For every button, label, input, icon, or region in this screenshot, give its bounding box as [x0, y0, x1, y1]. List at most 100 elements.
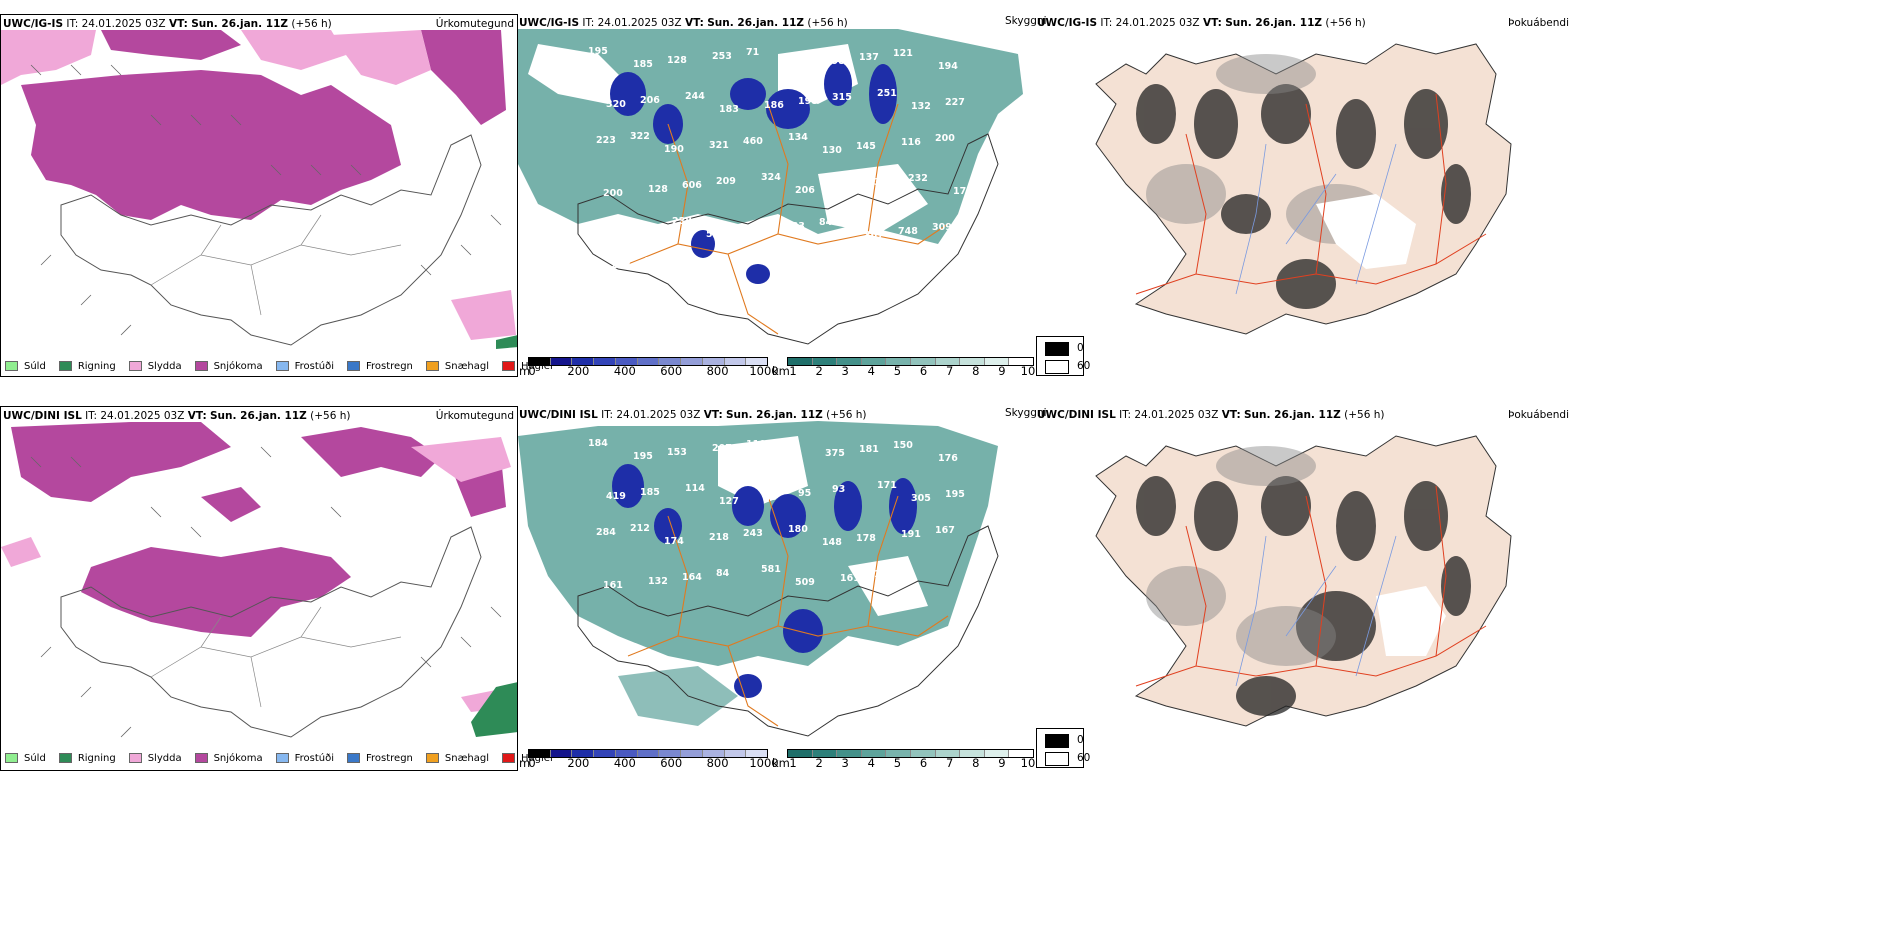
colorbar-tick: 3 [841, 756, 849, 770]
vt-label: VT: [168, 18, 188, 30]
colorbar-segment [886, 358, 911, 365]
colorbar-segment [812, 750, 838, 757]
vt-value: Sun. 26.jan. 11Z [1225, 17, 1323, 29]
lead-time: (+56 h) [807, 17, 848, 29]
ceiling-labels: 195 185 128 253 71 165 298 137 121 194 320 206 244 18… [588, 46, 973, 271]
ceiling-label: 167 [740, 225, 760, 236]
ceiling-label: 232 [908, 173, 928, 184]
ceiling-label: 187 [627, 220, 647, 231]
legend-label: Snjókoma [213, 360, 263, 372]
legend-label: Rigning [77, 360, 116, 372]
legend-swatch [128, 361, 142, 371]
fog-legend-label: 0 [1077, 734, 1084, 746]
vt-label: VT: [187, 410, 207, 422]
ceiling-label: 171 [953, 186, 973, 197]
ceiling-label: 185 [633, 59, 653, 70]
colorbar-segment [861, 358, 887, 365]
ceiling-label: 165 [780, 60, 800, 71]
ceiling-label: 324 [761, 172, 781, 183]
ceiling-label: 95 [798, 488, 811, 499]
it-label: IT: [1100, 17, 1113, 29]
colorbar-tick: 7 [945, 756, 954, 770]
ceiling-label: 174 [664, 536, 684, 547]
model-name: UWC/DINI ISL [519, 409, 598, 421]
colorbar-tick: 1000 [749, 756, 779, 770]
ceiling-label: 305 [911, 493, 931, 504]
roads [627, 103, 949, 335]
legend-label: Snjókoma [213, 752, 263, 764]
ceiling-label: 200 [935, 133, 955, 144]
visibility-map-top: 195 185 128 253 71 165 298 137 121 194 320 206 244 18… [518, 29, 1023, 345]
fog-clear [1376, 586, 1446, 656]
ceiling-label: 178 [856, 533, 876, 544]
ceiling-label: 114 [685, 483, 705, 494]
legend-swatch [347, 753, 360, 763]
fog-legend-swatch [1045, 342, 1069, 356]
ceiling-label: 375 [825, 448, 845, 459]
colorbar-segment [1009, 358, 1033, 365]
colorbar-tick: 800 [706, 364, 729, 378]
colorbar-tick: 600 [660, 756, 683, 770]
ceiling-label: 200 [593, 224, 613, 235]
legend-item: Frostúði [275, 753, 334, 764]
rain-area [471, 682, 517, 737]
colorbar-segment [724, 750, 747, 757]
ceiling-label: 213 [611, 260, 631, 271]
it-label: IT: [582, 17, 595, 29]
colorbar-segment [935, 750, 961, 757]
legend-label: Snæhagl [444, 752, 490, 764]
ceiling-label: 505 [706, 229, 726, 240]
ceiling-label: 181 [859, 444, 879, 455]
legend-label: Súld [24, 752, 46, 764]
ceiling-label: 190 [664, 144, 684, 155]
colorbar-segment [837, 358, 862, 365]
ceiling-label: 186 [764, 100, 784, 111]
ceiling-unit: m [519, 756, 531, 770]
ceiling-ticks: 0 200 400 600 800 1000 [528, 756, 778, 770]
model-name: UWC/IG-IS [1037, 17, 1098, 29]
snow-area [421, 30, 506, 125]
ceiling-label: 132 [911, 101, 931, 112]
low-vis-area [618, 666, 738, 726]
ceiling-label: 195 [588, 46, 608, 57]
vt-label: VT: [684, 17, 704, 29]
colorbar-segment [702, 750, 725, 757]
ceiling-label: 150 [893, 440, 913, 451]
colorbar-tick: 9 [998, 756, 1006, 770]
visibility-map-bottom: 184 195 153 207 110 254 375 181 150 176 419 185 114 1… [518, 421, 999, 737]
fog-map-bottom [1095, 435, 1512, 727]
colorbar-tick: 0 [528, 756, 536, 770]
legend-swatch [194, 753, 208, 763]
colorbar-segment [886, 750, 911, 757]
lead-time: (+56 h) [1325, 17, 1366, 29]
fog-legend: 0 60 [1036, 728, 1090, 768]
colorbar-segment [594, 750, 616, 757]
colorbar-segment [529, 750, 551, 757]
legend-swatch [58, 361, 72, 371]
ceiling-label: 606 [682, 180, 702, 191]
ceiling-label: 218 [709, 532, 729, 543]
sleet-area [411, 437, 511, 482]
legend-swatch [58, 753, 72, 763]
ceiling-label: 209 [716, 176, 736, 187]
ceiling-label: 198 [798, 96, 818, 107]
colorbar-tick: 800 [706, 756, 729, 770]
colorbar-segment [910, 358, 936, 365]
colorbar-tick: 400 [613, 364, 636, 378]
legend-item: Rigning [58, 360, 116, 372]
ceiling-label: 460 [743, 136, 763, 147]
roads [150, 606, 402, 708]
colorbar-segment [1009, 750, 1033, 757]
ceiling-label: 137 [874, 569, 894, 580]
visibility-panel-bottom: 184 195 153 207 110 254 375 181 150 176 419 185 114 1… [518, 406, 1036, 746]
visibility-ticks: 1 2 3 4 5 6 7 8 9 10 [787, 756, 1035, 770]
ceiling-label: 223 [596, 135, 616, 146]
colorbar-segment [746, 358, 768, 365]
low-ceiling-cells [610, 62, 897, 284]
colorbar-tick: 200 [567, 364, 590, 378]
ceiling-label: 116 [901, 137, 921, 148]
precip-map-bottom [1, 422, 517, 738]
it-label: IT: [601, 409, 614, 421]
panel-header: UWC/IG-IS IT: 24.01.2025 03Z VT: Sun. 26… [3, 18, 332, 30]
colorbar-segment [594, 358, 616, 365]
